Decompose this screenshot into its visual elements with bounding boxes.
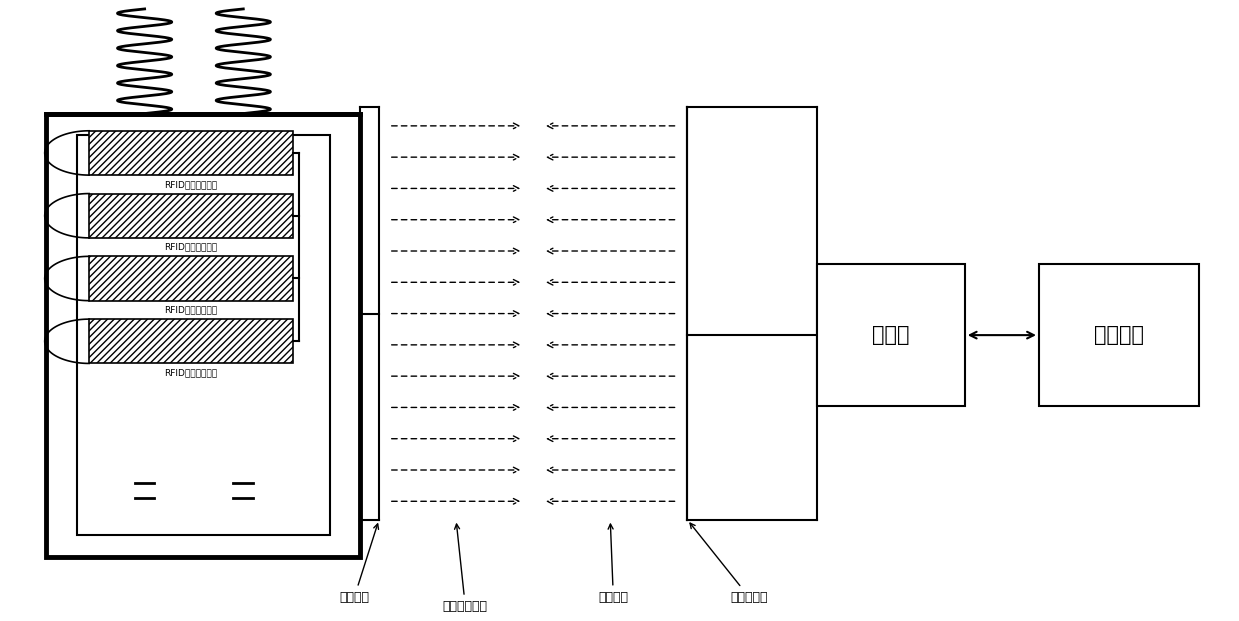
Bar (89, 194, 292, 238)
Text: 标签反射信号: 标签反射信号 (442, 524, 488, 613)
Text: 标签天线: 标签天线 (339, 524, 379, 604)
Text: RFID温度传感标签: RFID温度传感标签 (165, 243, 217, 252)
Text: 连续载波: 连续载波 (598, 524, 628, 604)
Text: 读写器: 读写器 (872, 325, 909, 345)
Text: 监控中心: 监控中心 (1094, 325, 1144, 345)
Text: RFID温度传感标签: RFID温度传感标签 (165, 180, 217, 189)
Bar (89, 131, 292, 175)
Bar (89, 256, 292, 301)
Bar (89, 319, 292, 363)
Bar (77, 135, 330, 535)
Text: RFID温度传感标签: RFID温度传感标签 (165, 306, 217, 315)
Text: RFID温度传感标签: RFID温度传感标签 (165, 368, 217, 378)
Bar (89, 319, 292, 363)
Bar (89, 256, 292, 301)
Bar (89, 131, 292, 175)
Text: 读写器天线: 读写器天线 (690, 523, 768, 604)
Bar (46, 114, 361, 556)
Bar (1038, 265, 1199, 406)
Bar (817, 265, 965, 406)
Bar (89, 194, 292, 238)
